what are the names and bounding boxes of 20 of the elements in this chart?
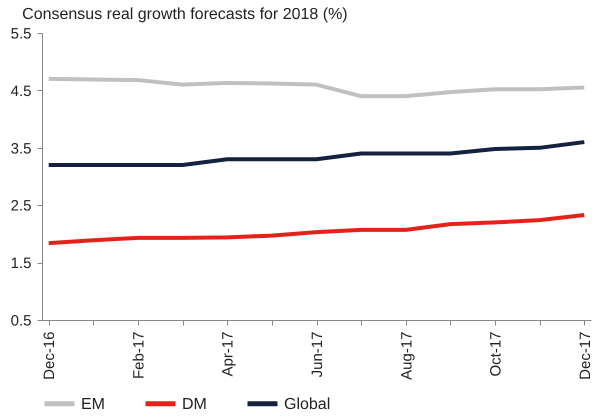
y-tick-label: 0.5 (10, 312, 32, 330)
legend-label: DM (182, 396, 207, 413)
y-tick-label: 3.5 (10, 140, 32, 158)
line-series (46, 212, 586, 246)
legend-label: Global (284, 396, 330, 413)
chart-title: Consensus real growth forecasts for 2018 (%) (22, 6, 348, 23)
x-tick-label: Apr-17 (220, 332, 237, 377)
x-tick-label: Aug-17 (398, 332, 416, 380)
line-series (46, 76, 586, 98)
x-tick-label: Jun-17 (309, 332, 326, 378)
line-series (46, 140, 586, 168)
legend-label: EM (81, 396, 105, 413)
y-tick-label: 4.5 (10, 82, 32, 100)
x-tick-label: Oct-17 (488, 332, 505, 377)
y-tick-label: 5.5 (10, 26, 32, 42)
x-tick-label: Dec-16 (41, 332, 58, 380)
x-tick-label: Dec-17 (576, 332, 594, 380)
y-tick-label: 2.5 (10, 198, 32, 215)
y-tick-label: 1.5 (10, 255, 32, 272)
x-tick-label: Feb-17 (130, 332, 148, 380)
